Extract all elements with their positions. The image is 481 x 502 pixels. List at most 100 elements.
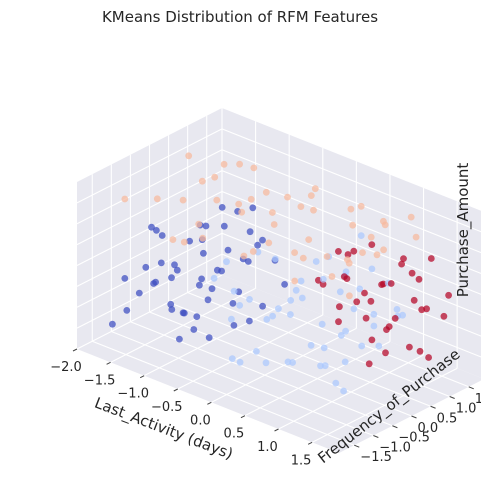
data-point [249,204,257,212]
x-tick-label: −1.0 [117,387,149,402]
x-tick-label: 0.5 [224,427,245,442]
data-point [186,237,194,245]
data-point [148,223,155,231]
data-point [254,241,261,249]
data-point [262,359,270,367]
data-point [292,286,300,294]
data-point [168,274,175,282]
grid-line-z-back [221,128,481,233]
grid-line-y-floor [168,301,431,407]
data-point [382,349,389,357]
data-point [380,246,387,254]
grid-line-y-floor [130,321,393,427]
data-point [220,160,228,168]
scatter-points [109,152,452,395]
data-point [320,344,328,352]
y-tick-label: 1.5 [475,392,481,407]
data-point [275,305,282,313]
x-tick-mark [173,388,178,392]
data-point [328,273,336,280]
grid-line-z-back [221,232,481,337]
data-point [284,358,292,366]
data-point [202,222,210,230]
data-point [193,313,201,320]
data-point [400,255,407,262]
data-point [332,379,340,387]
data-point [228,355,236,362]
x-tick-label: −0.5 [151,400,183,415]
data-point [152,278,160,286]
data-point [340,387,347,395]
data-point [211,173,219,181]
data-point [440,312,448,320]
data-point [406,343,413,351]
data-point [157,259,165,267]
data-point [412,233,420,241]
data-point [246,317,253,325]
data-point [287,311,294,318]
data-point [344,251,352,258]
data-point [153,227,160,234]
data-point [180,309,188,317]
data-point [335,248,342,255]
data-point [368,336,376,344]
x-tick-mark [72,348,78,352]
data-point [362,314,370,322]
data-point [311,185,319,193]
y-tick-mark [468,386,474,390]
data-point [423,305,430,313]
data-point [167,300,175,308]
data-point [236,358,244,366]
data-point [410,296,418,304]
data-point [427,255,435,262]
y-tick-mark [449,396,455,399]
data-point [356,285,364,293]
data-point [350,247,358,255]
data-point [230,322,238,329]
data-point [357,202,365,210]
data-point [319,275,327,283]
data-point [399,311,406,319]
data-point [205,334,213,341]
data-point [250,164,258,172]
data-point [235,200,243,208]
data-point [153,195,161,203]
data-point [169,236,177,244]
data-point [370,310,378,318]
data-point [416,347,424,355]
grid-line-z-left [76,170,223,246]
data-point [230,287,238,295]
data-point [344,256,351,263]
chart-title: KMeans Distribution of RFM Features [102,8,378,26]
data-point [176,335,183,343]
data-point [335,318,342,326]
data-point [297,277,305,285]
data-point [180,238,188,246]
data-point [373,251,381,259]
x-tick-mark [139,375,145,379]
axis-ticks: −2.0−1.5−1.0−0.50.00.51.01.5 −1.5−1.0−0.5… [50,348,481,468]
grid-line-y-floor [111,330,374,436]
grid-line-z-left [76,253,223,329]
x-tick-label: 1.0 [257,440,278,455]
y-tick-label: 0.0 [418,421,439,436]
data-point [337,332,345,339]
data-point [321,362,329,370]
grid-line-z-back [221,149,481,254]
data-point [380,217,387,225]
x-tick-label: −2.0 [50,360,82,375]
data-point [317,362,324,370]
data-point [246,296,253,303]
data-point [271,255,279,263]
data-point [368,241,376,249]
data-point [123,307,131,314]
z-axis-label: Purchase_Amount [454,163,473,298]
data-point [224,246,232,254]
y-tick-label: −1.0 [379,441,411,456]
floor-pane [77,275,481,453]
x-tick-mark [207,401,212,405]
data-point [228,315,235,323]
data-point [240,252,248,260]
data-point [342,327,349,335]
